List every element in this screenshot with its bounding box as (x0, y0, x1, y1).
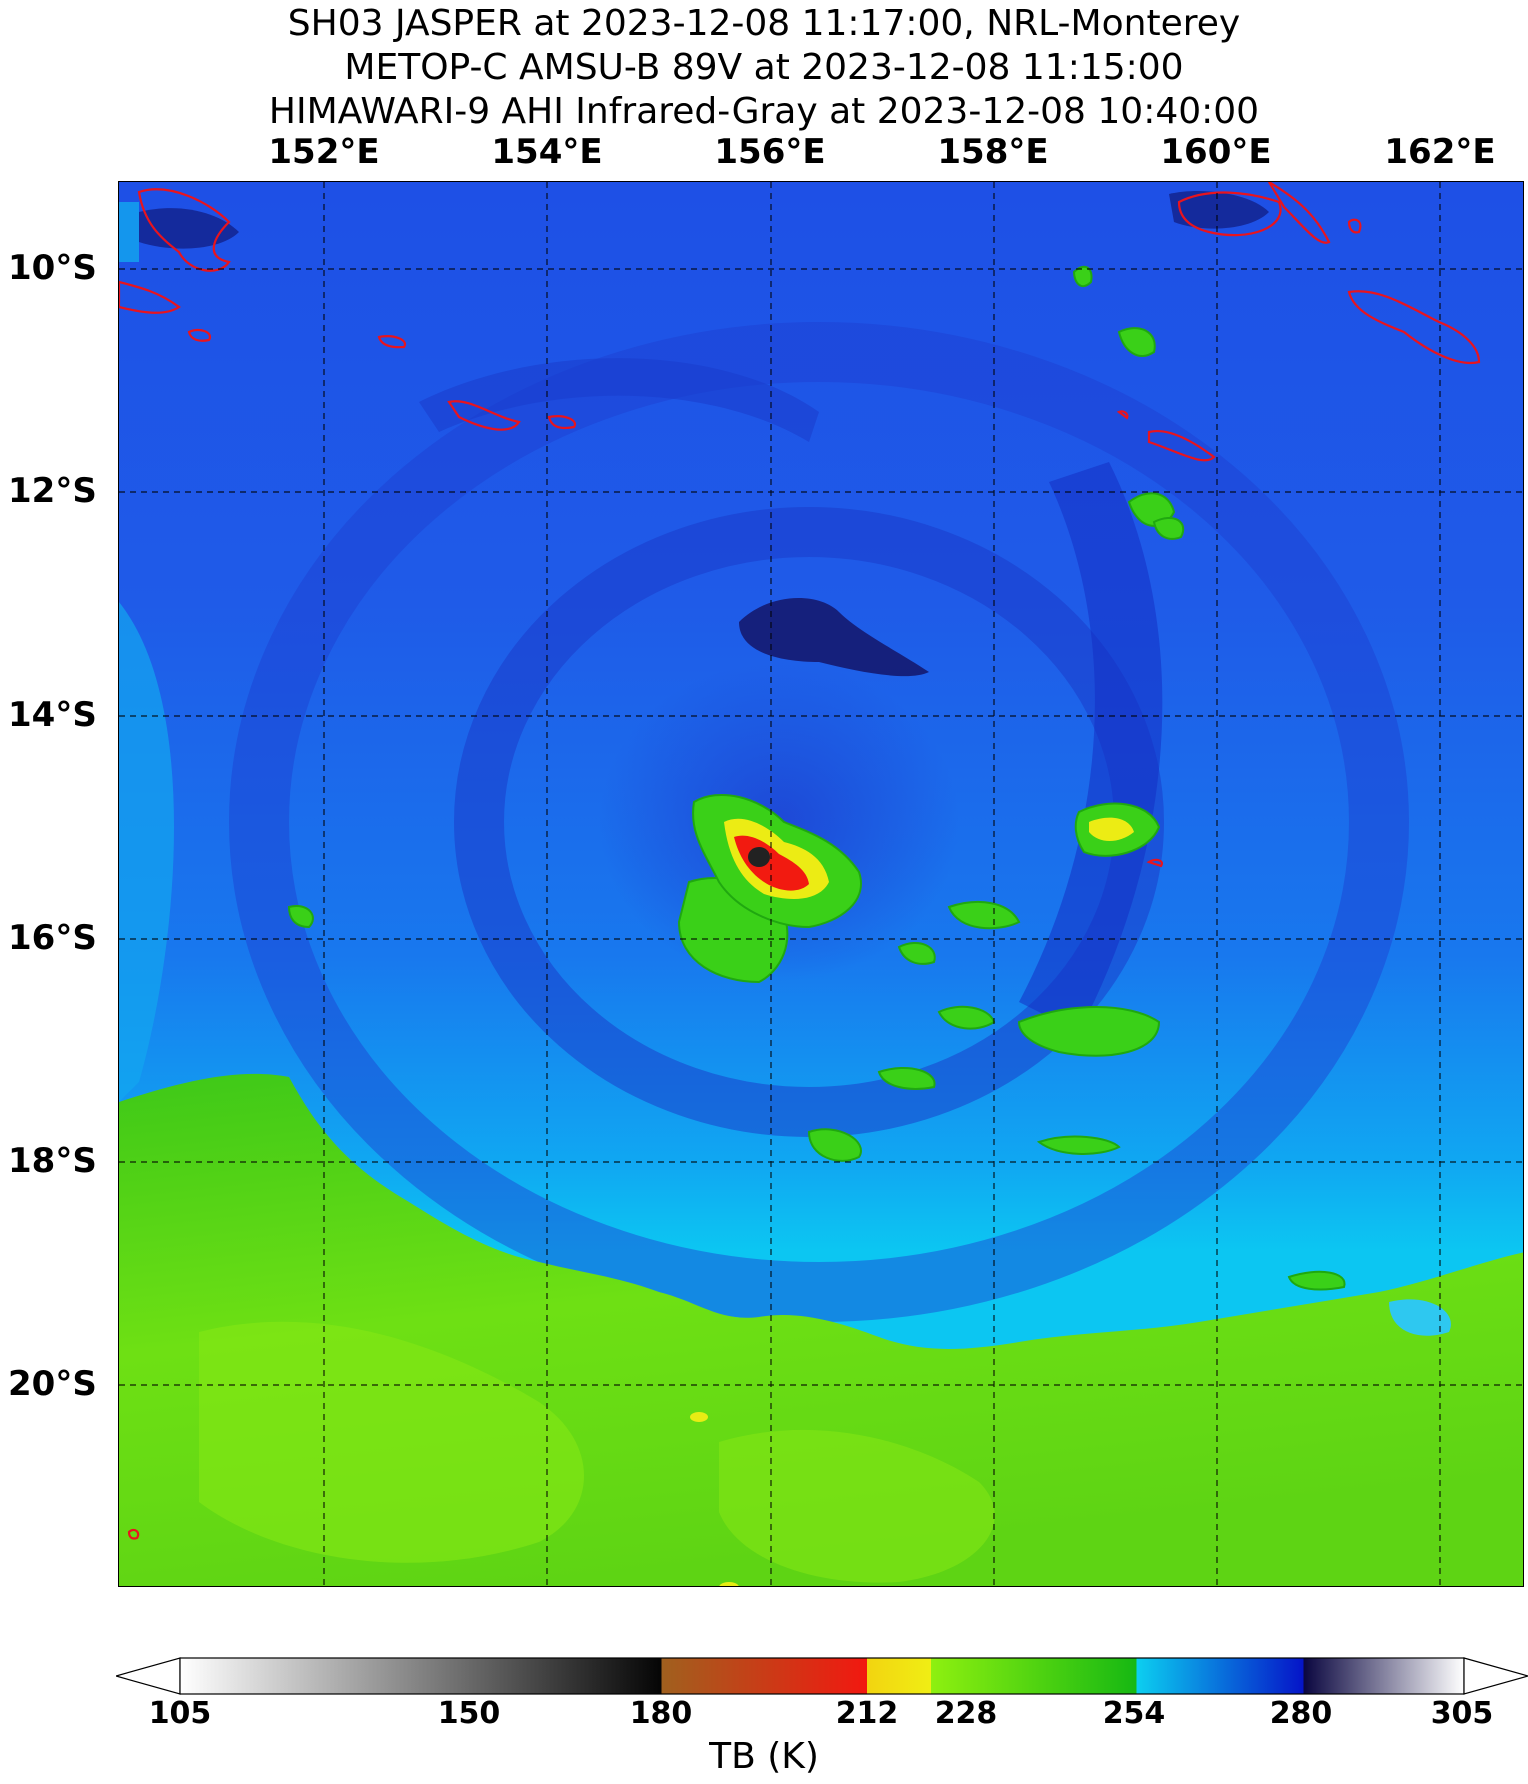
spiral-band-outer (229, 322, 1409, 1322)
warm-patch-se (719, 1429, 995, 1583)
lon-label-158: 158°E (937, 132, 1049, 172)
cold-band-east (1019, 462, 1163, 1032)
cyan-band-left (119, 602, 174, 1102)
colorbar-body (179, 1657, 1465, 1695)
lon-label-162: 162°E (1384, 132, 1496, 172)
colorbar-max-extend (1463, 1657, 1528, 1695)
colorbar-tick-280: 280 (1269, 1696, 1333, 1731)
coastlines (119, 182, 1481, 1540)
cold-band-north (419, 358, 819, 442)
colorbar (116, 1657, 1528, 1695)
lon-label-154: 154°E (491, 132, 603, 172)
colorbar-title: TB (K) (709, 1736, 819, 1777)
colorbar-tick-180: 180 (629, 1696, 693, 1731)
lat-label-14s: 14°S (8, 695, 97, 735)
satellite-map[interactable] (118, 181, 1524, 1587)
title-line-1: SH03 JASPER at 2023-12-08 11:17:00, NRL-… (287, 3, 1241, 44)
east-cell (1074, 802, 1161, 857)
lat-label-10s: 10°S (8, 248, 97, 288)
colorbar-tick-212: 212 (835, 1696, 899, 1731)
cyan-patch-top-left (119, 202, 139, 262)
gridlines (119, 182, 1523, 1586)
lon-label-156: 156°E (714, 132, 826, 172)
colorbar-tick-305: 305 (1430, 1696, 1494, 1731)
cold-cloud-ne (1169, 191, 1269, 229)
lat-label-12s: 12°S (8, 471, 97, 511)
lon-label-160: 160°E (1160, 132, 1272, 172)
cyan-edge-strip (1389, 1299, 1451, 1336)
lon-label-152: 152°E (268, 132, 380, 172)
warm-patch-sw (199, 1321, 584, 1563)
colorbar-tick-105: 105 (148, 1696, 212, 1731)
colorbar-tick-228: 228 (934, 1696, 998, 1731)
colorbar-tick-254: 254 (1102, 1696, 1166, 1731)
title-line-3: HIMAWARI-9 AHI Infrared-Gray at 2023-12-… (268, 91, 1260, 132)
warm-spots (690, 1412, 739, 1586)
title-line-2: METOP-C AMSU-B 89V at 2023-12-08 11:15:0… (344, 47, 1184, 88)
lat-label-20s: 20°S (8, 1364, 97, 1404)
storm-core (692, 794, 862, 929)
cold-cloud-top (739, 598, 929, 677)
cell-north-east (1152, 517, 1184, 540)
lat-label-18s: 18°S (8, 1141, 97, 1181)
colorbar-tick-150: 150 (437, 1696, 501, 1731)
lat-label-16s: 16°S (8, 918, 97, 958)
colorbar-min-extend (116, 1657, 181, 1695)
